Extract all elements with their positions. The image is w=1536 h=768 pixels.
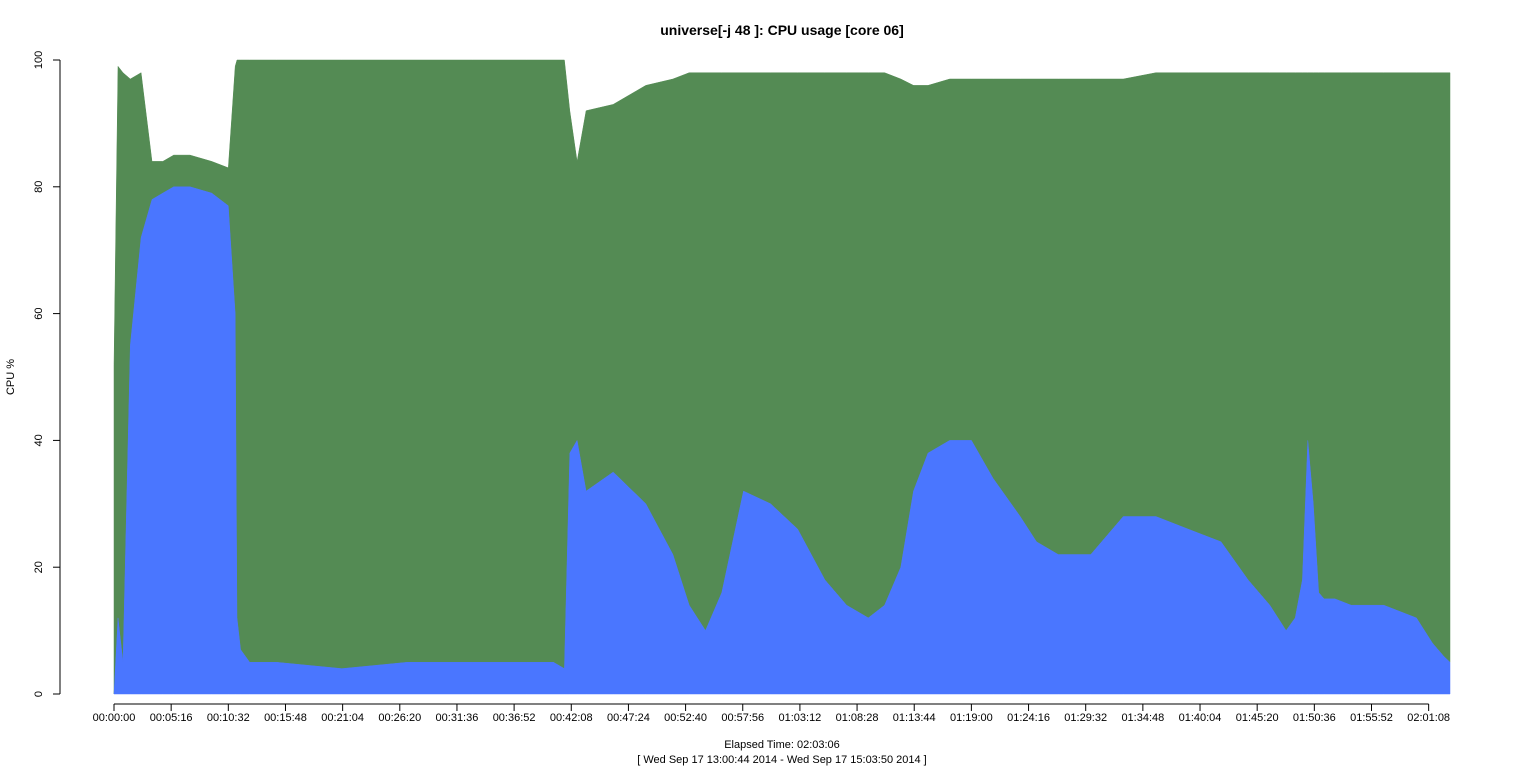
plot-area — [113, 59, 1451, 695]
x-tick-label: 00:21:04 — [321, 712, 364, 724]
time-range-subtitle: [ Wed Sep 17 13:00:44 2014 - Wed Sep 17 … — [637, 754, 926, 766]
y-tick-label: 80 — [33, 181, 45, 193]
x-tick-label: 00:57:56 — [721, 712, 764, 724]
y-axis: 0 20 40 60 80 100 — [33, 51, 61, 697]
y-tick-label: 60 — [33, 307, 45, 319]
x-tick-label: 02:01:08 — [1407, 712, 1450, 724]
x-tick-label: 01:24:16 — [1007, 712, 1050, 724]
series-area-user — [113, 186, 1451, 695]
x-tick-label: 01:29:32 — [1064, 712, 1107, 724]
x-tick-label: 01:08:28 — [836, 712, 879, 724]
x-tick-label: 01:55:52 — [1350, 712, 1393, 724]
x-tick-label: 01:03:12 — [778, 712, 821, 724]
x-axis-label: Elapsed Time: 02:03:06 — [724, 739, 840, 751]
x-tick-label: 00:10:32 — [207, 712, 250, 724]
x-tick-label: 00:26:20 — [378, 712, 421, 724]
chart-title: universe[-j 48 ]: CPU usage [core 06] — [660, 22, 904, 38]
x-tick-label: 00:05:16 — [150, 712, 193, 724]
y-axis-label: CPU % — [5, 359, 17, 395]
x-tick-label: 01:40:04 — [1179, 712, 1222, 724]
x-tick-label: 00:52:40 — [664, 712, 707, 724]
x-tick-label: 00:15:48 — [264, 712, 307, 724]
x-axis: 00:00:00 00:05:16 00:10:32 00:15:48 00:21:04… — [93, 703, 1450, 724]
x-tick-label: 01:45:20 — [1236, 712, 1279, 724]
x-tick-label: 00:42:08 — [550, 712, 593, 724]
x-tick-label: 01:13:44 — [893, 712, 936, 724]
x-tick-label: 00:31:36 — [436, 712, 479, 724]
x-tick-label: 01:50:36 — [1293, 712, 1336, 724]
y-tick-label: 0 — [33, 691, 45, 697]
x-tick-label: 00:36:52 — [493, 712, 536, 724]
y-tick-label: 40 — [33, 434, 45, 446]
y-tick-label: 20 — [33, 561, 45, 573]
x-tick-label: 00:47:24 — [607, 712, 650, 724]
x-tick-label: 01:19:00 — [950, 712, 993, 724]
x-tick-label: 01:34:48 — [1121, 712, 1164, 724]
x-tick-label: 00:00:00 — [93, 712, 136, 724]
y-tick-label: 100 — [33, 51, 45, 69]
